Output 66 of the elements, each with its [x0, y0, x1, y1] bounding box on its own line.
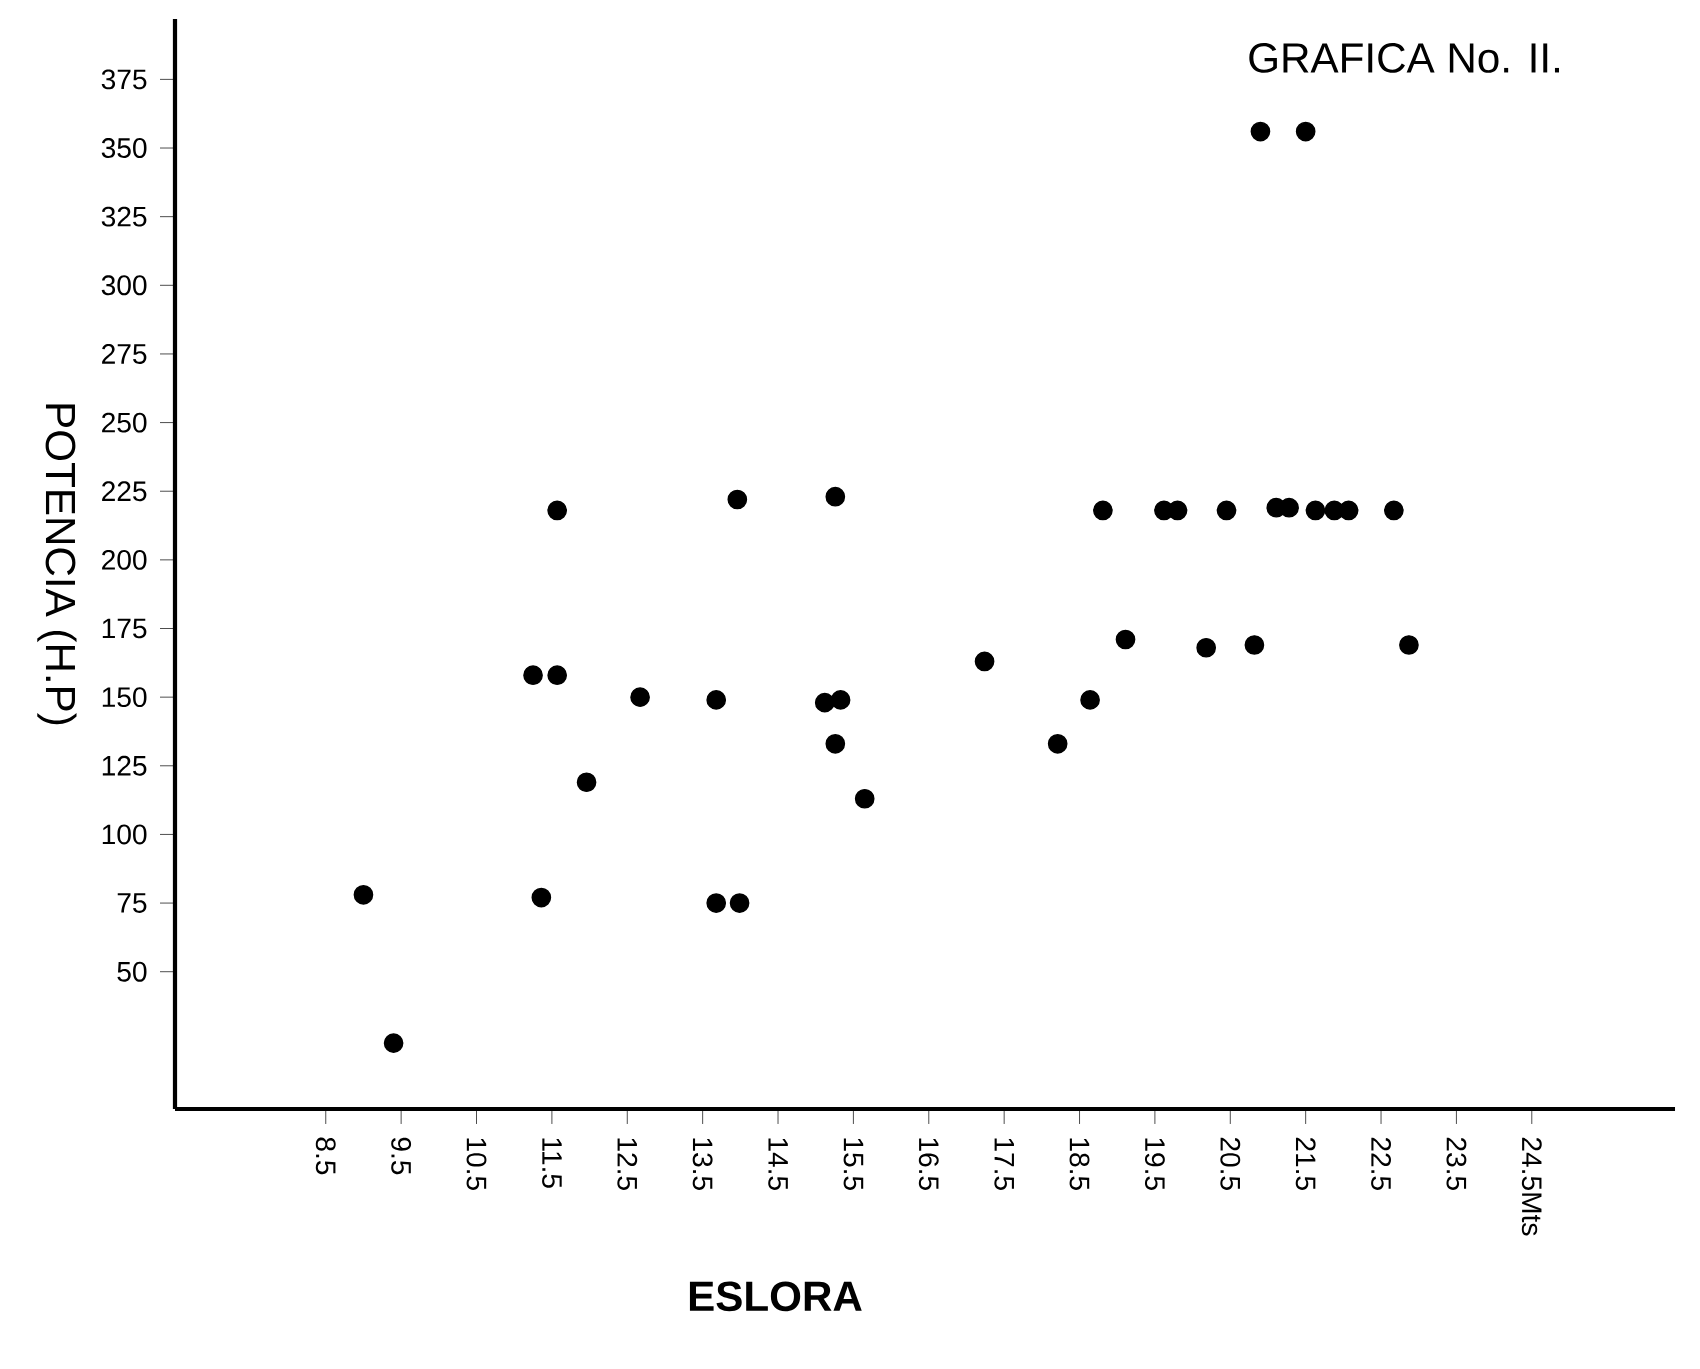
chart-title: GRAFICA No. II.	[1249, 43, 1559, 73]
point	[1399, 635, 1419, 655]
x-tick-label: 19.5	[1144, 1138, 1165, 1190]
y-tick-label: 125	[102, 755, 147, 776]
x-tick-label: 18.5	[1069, 1138, 1090, 1190]
y-tick-label: 75	[117, 893, 147, 913]
point	[825, 733, 846, 754]
y-tick-label: 250	[102, 412, 147, 433]
x-tick-label: 8.5	[315, 1137, 336, 1175]
point	[1093, 500, 1113, 521]
x-tick-label: 21.5	[1295, 1137, 1316, 1190]
point	[547, 665, 568, 686]
point	[830, 690, 851, 710]
x-axis-title: ESLORA	[689, 1281, 862, 1312]
point	[974, 651, 995, 672]
y-tick-label: 100	[102, 824, 147, 845]
point	[1047, 733, 1068, 754]
x-tick-label: 22.5	[1371, 1137, 1391, 1190]
x-tick-label: 15.5	[843, 1138, 864, 1190]
point	[1196, 637, 1217, 658]
point	[825, 486, 846, 507]
y-tick-label: 175	[102, 618, 147, 639]
x-tick-label: 17.5	[994, 1138, 1014, 1190]
y-tick-label: 375	[101, 69, 147, 90]
point	[1279, 497, 1299, 518]
point	[727, 489, 748, 510]
point	[1080, 690, 1100, 710]
point	[1295, 121, 1316, 142]
point	[547, 500, 568, 521]
point	[706, 893, 727, 913]
point	[1115, 629, 1136, 650]
point	[706, 690, 727, 710]
point	[729, 893, 750, 913]
point	[1216, 500, 1237, 521]
x-tick-label: 10.5	[466, 1138, 487, 1190]
point	[383, 1033, 404, 1053]
point	[353, 884, 374, 905]
x-tick-label: 9.5	[391, 1137, 412, 1175]
x-tick-label: 11.5	[542, 1138, 562, 1188]
y-tick-label: 325	[101, 206, 147, 227]
x-tick-label: 16.5	[918, 1138, 939, 1190]
point	[1250, 121, 1271, 142]
point	[576, 772, 597, 793]
x-tick-label: 13.5	[692, 1138, 713, 1190]
y-tick-label: 50	[117, 961, 147, 982]
y-tick-label: 150	[102, 687, 147, 708]
x-tick-label: 24.5Mts	[1521, 1137, 1542, 1236]
y-tick-label: 225	[102, 481, 147, 502]
point	[523, 665, 543, 686]
point	[1244, 635, 1265, 655]
point	[630, 687, 650, 707]
y-axis-title: POTENCIA (H.P)	[37, 404, 77, 725]
x-tick-label: 23.5	[1446, 1137, 1467, 1190]
x-tick-label: 20.5	[1220, 1137, 1241, 1190]
point	[1384, 500, 1404, 521]
y-tick-label: 300	[101, 275, 147, 296]
x-tick-label: 14.5	[768, 1138, 788, 1190]
point	[531, 887, 552, 908]
x-tick-label: 12.5	[617, 1138, 638, 1190]
point	[1338, 500, 1359, 521]
y-tick-label: 200	[102, 549, 147, 570]
point	[1305, 500, 1326, 521]
y-tick-label: 275	[102, 344, 147, 364]
y-tick-label: 350	[101, 138, 147, 158]
point	[1167, 500, 1188, 521]
point	[854, 788, 875, 809]
